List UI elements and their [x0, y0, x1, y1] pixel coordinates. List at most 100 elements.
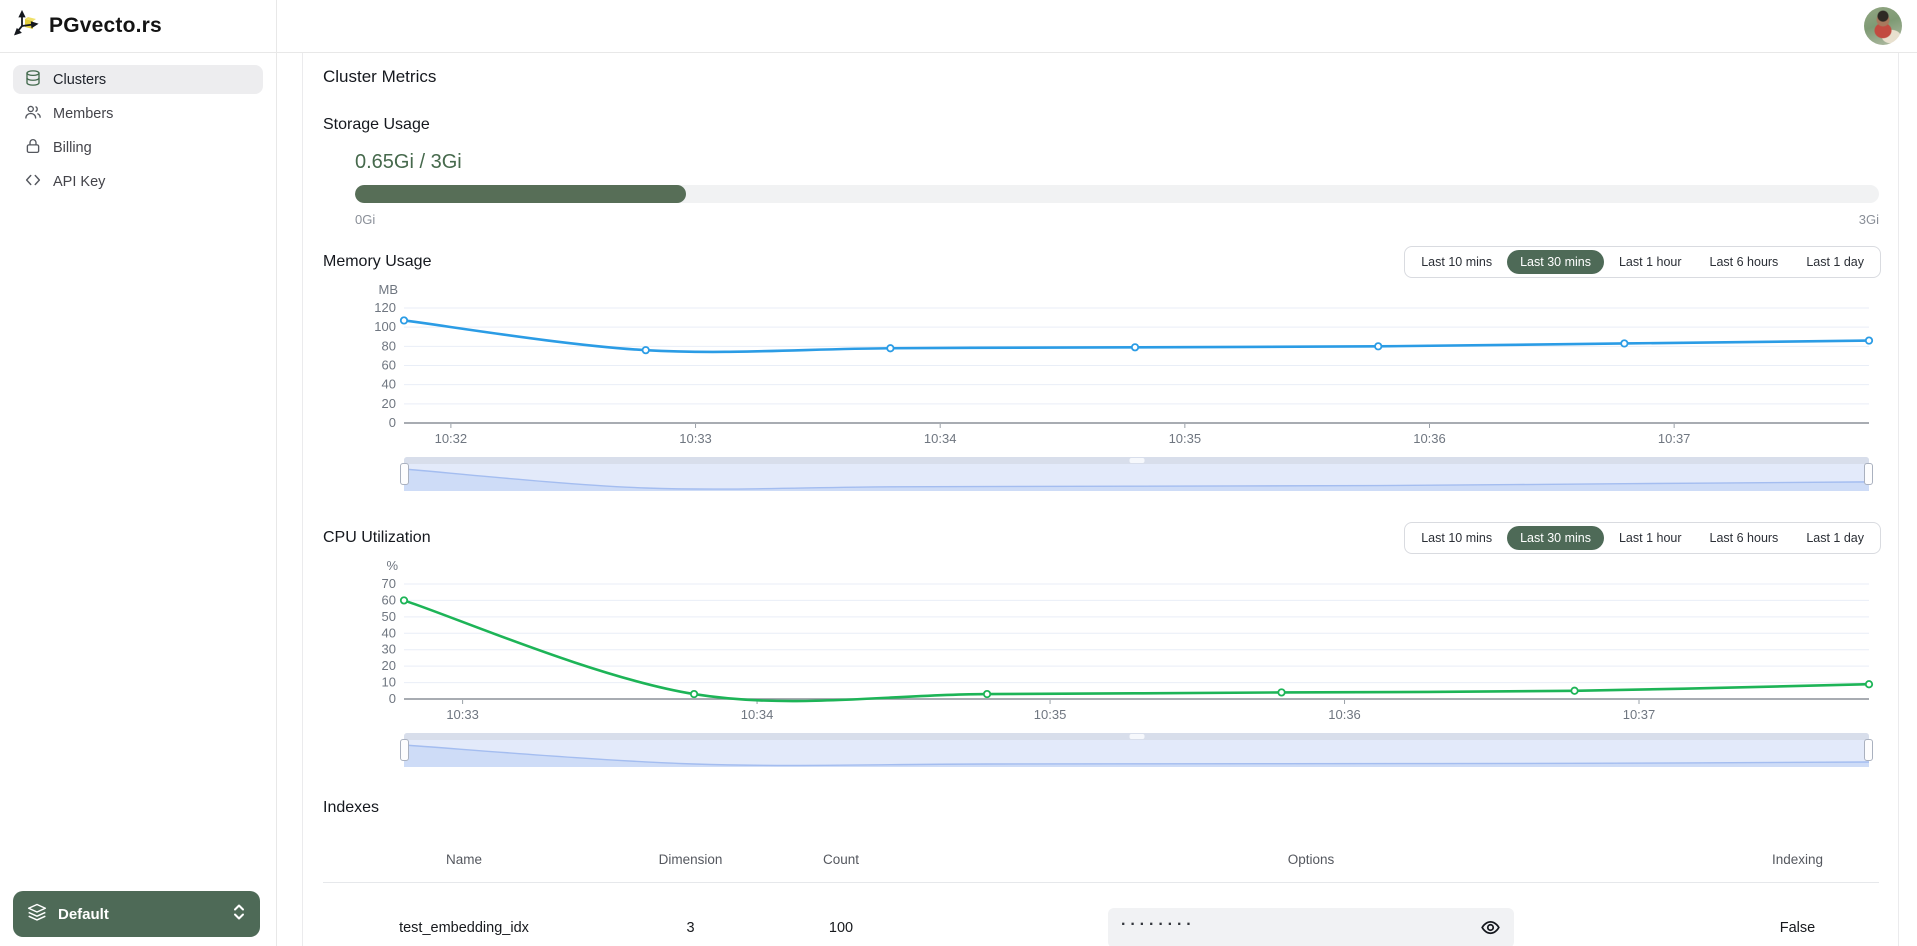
memory-usage-title: Memory Usage: [323, 253, 432, 270]
range-button-last-10-mins[interactable]: Last 10 mins: [1408, 526, 1505, 550]
svg-text:40: 40: [382, 377, 396, 392]
range-button-last-1-hour[interactable]: Last 1 hour: [1606, 250, 1695, 274]
svg-text:10: 10: [382, 675, 396, 690]
indexes-table: Name Dimension Count Options Indexing te…: [323, 836, 1879, 946]
brush-move-handle[interactable]: [1129, 458, 1144, 463]
cpu-time-range-group: Last 10 mins Last 30 mins Last 1 hour La…: [1404, 522, 1881, 554]
svg-text:0: 0: [389, 691, 396, 706]
column-header-dimension: Dimension: [658, 851, 723, 867]
brush-right-handle[interactable]: [1864, 739, 1873, 761]
brush-left-handle[interactable]: [400, 739, 409, 761]
options-password-field[interactable]: ········: [1108, 907, 1514, 946]
sidebar-item-clusters[interactable]: Clusters: [13, 65, 263, 94]
main-content: Cluster Metrics Storage Usage 0.65Gi / 3…: [277, 53, 1917, 946]
eye-icon[interactable]: [1480, 917, 1501, 938]
range-button-last-30-mins[interactable]: Last 30 mins: [1507, 250, 1604, 274]
sidebar-item-members[interactable]: Members: [13, 99, 263, 128]
svg-text:10:36: 10:36: [1328, 707, 1361, 722]
svg-text:30: 30: [382, 642, 396, 657]
svg-text:120: 120: [374, 300, 396, 315]
indexes-title: Indexes: [323, 799, 380, 816]
code-icon: [24, 171, 42, 193]
range-button-last-6-hours[interactable]: Last 6 hours: [1697, 526, 1792, 550]
svg-text:10:37: 10:37: [1658, 431, 1691, 446]
svg-text:10:37: 10:37: [1623, 707, 1656, 722]
svg-text:70: 70: [382, 576, 396, 591]
indexes-table-header: Name Dimension Count Options Indexing: [323, 836, 1879, 882]
brush-left-handle[interactable]: [400, 463, 409, 485]
brush-move-handle[interactable]: [1129, 734, 1144, 739]
svg-text:MB: MB: [379, 282, 399, 297]
sidebar: Clusters Members Billing: [0, 53, 277, 946]
svg-text:10:33: 10:33: [679, 431, 712, 446]
range-button-last-1-day[interactable]: Last 1 day: [1793, 250, 1877, 274]
sidebar-item-api-key[interactable]: API Key: [13, 167, 263, 196]
index-indexing-cell: False: [1779, 919, 1816, 936]
sidebar-item-label: Members: [53, 105, 114, 122]
cpu-utilization-title: CPU Utilization: [323, 529, 431, 546]
svg-text:50: 50: [382, 609, 396, 624]
range-button-last-1-hour[interactable]: Last 1 hour: [1606, 526, 1695, 550]
svg-text:10:35: 10:35: [1169, 431, 1202, 446]
layers-icon: [27, 902, 47, 926]
lock-icon: [24, 137, 42, 159]
storage-progress-labels: 0Gi 3Gi: [355, 212, 1879, 227]
svg-text:10:36: 10:36: [1413, 431, 1446, 446]
svg-text:10:33: 10:33: [446, 707, 479, 722]
brush-right-handle[interactable]: [1864, 463, 1873, 485]
column-header-count: Count: [822, 851, 860, 867]
storage-min-label: 0Gi: [355, 212, 376, 227]
svg-text:60: 60: [382, 592, 396, 607]
cpu-chart-brush[interactable]: [400, 733, 1873, 767]
sidebar-item-label: Billing: [53, 139, 92, 156]
users-icon: [24, 103, 42, 125]
column-header-indexing: Indexing: [1771, 851, 1824, 867]
range-button-last-10-mins[interactable]: Last 10 mins: [1408, 250, 1505, 274]
logo-area: PGvecto.rs: [0, 0, 277, 53]
table-row: test_embedding_idx 3 100 ········ False: [323, 882, 1879, 946]
brush-selection: [404, 740, 1869, 767]
svg-text:20: 20: [382, 396, 396, 411]
svg-text:40: 40: [382, 625, 396, 640]
sidebar-item-billing[interactable]: Billing: [13, 133, 263, 162]
memory-time-range-group: Last 10 mins Last 30 mins Last 1 hour La…: [1404, 246, 1881, 278]
brush-selection: [404, 464, 1869, 491]
chevron-up-down-icon: [232, 903, 246, 925]
storage-progress-bar: [355, 185, 1879, 203]
svg-text:0: 0: [389, 415, 396, 430]
user-avatar[interactable]: [1864, 7, 1902, 45]
app-title: PGvecto.rs: [49, 14, 162, 37]
index-options-cell: ········: [906, 907, 1716, 946]
index-count-cell: 100: [828, 919, 854, 936]
range-button-last-1-day[interactable]: Last 1 day: [1793, 526, 1877, 550]
range-button-last-30-mins[interactable]: Last 30 mins: [1507, 526, 1604, 550]
memory-usage-chart: MB 0 20 40 60 80 100 120 10:32 10:33 10:34 10:35 10:…: [323, 278, 1879, 453]
database-icon: [24, 69, 42, 91]
range-button-last-6-hours[interactable]: Last 6 hours: [1697, 250, 1792, 274]
masked-options-value: ········: [1121, 915, 1196, 933]
memory-chart-brush[interactable]: [400, 457, 1873, 491]
storage-max-label: 3Gi: [1858, 212, 1879, 227]
page-title: Cluster Metrics: [323, 67, 437, 86]
storage-usage-value: 0.65Gi / 3Gi: [355, 151, 462, 173]
svg-text:100: 100: [374, 319, 396, 334]
svg-text:10:34: 10:34: [924, 431, 957, 446]
svg-text:%: %: [386, 558, 398, 573]
svg-text:80: 80: [382, 338, 396, 353]
sidebar-item-label: API Key: [53, 173, 106, 190]
svg-text:10:34: 10:34: [741, 707, 774, 722]
storage-usage-title: Storage Usage: [323, 116, 430, 133]
top-bar: [277, 0, 1917, 53]
index-name-cell: test_embedding_idx: [399, 919, 529, 936]
svg-text:10:35: 10:35: [1034, 707, 1067, 722]
cluster-selector-button[interactable]: Default: [13, 891, 260, 937]
column-header-options: Options: [1287, 851, 1335, 867]
index-dimension-cell: 3: [686, 919, 695, 936]
column-header-name: Name: [445, 851, 482, 867]
svg-text:10:32: 10:32: [435, 431, 468, 446]
svg-text:20: 20: [382, 658, 396, 673]
storage-progress-fill: [355, 185, 686, 203]
sidebar-item-label: Clusters: [53, 71, 107, 88]
pgvecto-logo-icon: [14, 9, 41, 42]
